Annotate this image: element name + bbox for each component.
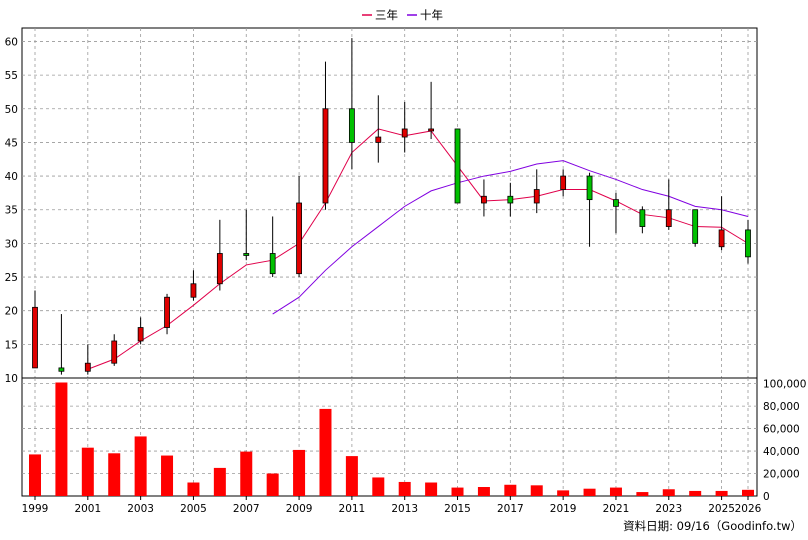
price-tick-label: 25 <box>5 272 18 284</box>
candle-body <box>216 253 223 285</box>
candle-body <box>507 195 514 204</box>
volume-bar <box>662 489 675 496</box>
candle-body <box>428 128 435 132</box>
candle-body <box>58 367 65 372</box>
volume-bar <box>293 449 306 496</box>
candle-body <box>745 229 751 258</box>
candle-body <box>269 253 276 275</box>
volume-plot-area <box>21 377 758 497</box>
volume-bar <box>398 481 411 496</box>
x-tick-label: 2015 <box>444 503 471 515</box>
volume-bar <box>742 489 754 496</box>
price-tick-label: 10 <box>5 373 18 385</box>
volume-bar <box>55 382 68 496</box>
price-tick-label: 30 <box>5 238 18 250</box>
volume-bar <box>108 453 121 496</box>
candle-body <box>401 128 408 138</box>
candle-body <box>243 253 250 256</box>
candle-body <box>639 209 646 227</box>
volume-bar <box>583 488 596 496</box>
volume-bar <box>345 456 358 496</box>
volume-bar <box>266 473 279 496</box>
candle-body <box>296 202 302 275</box>
volume-bar <box>161 455 174 496</box>
price-tick-label: 20 <box>5 306 18 318</box>
volume-frame <box>21 377 758 497</box>
volume-bar <box>451 487 464 496</box>
volume-bar <box>715 490 728 496</box>
volume-tick-label: 0 <box>763 491 770 503</box>
volume-bar <box>213 467 226 496</box>
candle-body <box>586 175 593 201</box>
x-tick-label: 2017 <box>497 503 524 515</box>
candle-body <box>322 108 329 204</box>
axes: 1015202530354045505560020,00040,00060,00… <box>5 36 807 515</box>
volume-tick-label: 60,000 <box>763 424 800 436</box>
volume-bar <box>689 490 702 496</box>
x-tick-label: 2003 <box>127 503 154 515</box>
x-tick-label: 2026 <box>735 503 762 515</box>
legend-label-10yr: 十年 <box>420 8 443 22</box>
candle-body <box>190 283 197 298</box>
volume-bar <box>609 487 622 496</box>
candle-body <box>665 209 672 227</box>
volume-bar <box>372 477 385 496</box>
legend-label-3yr: 三年 <box>375 8 398 22</box>
price-tick-label: 55 <box>5 70 18 82</box>
candle-body <box>137 327 144 342</box>
volume-bar <box>504 484 517 496</box>
x-tick-label: 1999 <box>22 503 49 515</box>
volume-bar <box>81 447 94 496</box>
x-tick-label: 2013 <box>391 503 418 515</box>
volume-tick-label: 20,000 <box>763 469 800 481</box>
data-date-footer: 資料日期: 09/16（Goodinfo.tw） <box>623 519 802 533</box>
x-tick-label: 2021 <box>603 503 630 515</box>
x-tick-label: 2025 <box>708 503 735 515</box>
volume-bar <box>557 490 570 496</box>
price-tick-label: 45 <box>5 137 18 149</box>
x-tick-label: 2009 <box>286 503 313 515</box>
volume-bar <box>240 451 253 496</box>
x-tick-label: 2011 <box>339 503 366 515</box>
volume-bar <box>29 454 41 496</box>
volume-bar <box>134 436 147 496</box>
x-tick-label: 2005 <box>180 503 207 515</box>
price-tick-label: 35 <box>5 205 18 217</box>
price-plot-area <box>21 27 758 379</box>
volume-bar <box>477 487 490 496</box>
candle-body <box>32 306 38 369</box>
price-frame <box>21 27 758 379</box>
volume-bar <box>187 482 200 496</box>
candle-body <box>560 175 567 190</box>
volume-bar <box>319 408 332 496</box>
price-tick-label: 50 <box>5 104 18 116</box>
volume-bar <box>530 485 543 496</box>
x-tick-label: 2023 <box>655 503 682 515</box>
candle-body <box>533 189 540 204</box>
candle-body <box>375 136 382 143</box>
ma-3yr-line <box>87 128 749 370</box>
candle-body <box>613 199 619 207</box>
price-tick-label: 15 <box>5 339 18 351</box>
volume-tick-label: 80,000 <box>763 401 800 413</box>
volume-bar <box>636 492 649 496</box>
x-tick-label: 2019 <box>550 503 577 515</box>
price-tick-label: 60 <box>5 36 18 48</box>
x-tick-label: 2001 <box>74 503 101 515</box>
candle-body <box>718 229 725 248</box>
candle-body <box>164 296 170 328</box>
volume-tick-label: 40,000 <box>763 446 800 458</box>
legend: 三年 十年 <box>362 8 443 22</box>
x-tick-label: 2007 <box>233 503 260 515</box>
candle-body <box>111 340 118 364</box>
candle-body <box>84 362 91 372</box>
candle-body <box>692 209 699 244</box>
candle-body <box>454 128 461 204</box>
candle-body <box>348 108 355 143</box>
volume-tick-label: 100,000 <box>763 379 806 391</box>
volume-bar <box>425 482 438 496</box>
candle-body <box>481 195 487 204</box>
price-tick-label: 40 <box>5 171 18 183</box>
